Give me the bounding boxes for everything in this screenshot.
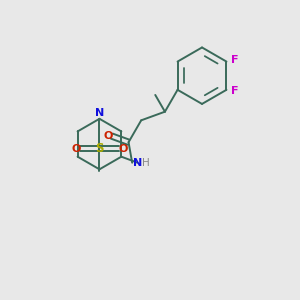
Text: F: F bbox=[231, 55, 238, 65]
Text: N: N bbox=[133, 158, 142, 168]
Text: H: H bbox=[142, 158, 149, 168]
Text: O: O bbox=[103, 131, 113, 141]
Text: N: N bbox=[95, 108, 104, 118]
Text: S: S bbox=[95, 142, 104, 155]
Text: O: O bbox=[71, 143, 80, 154]
Text: F: F bbox=[231, 86, 238, 96]
Text: O: O bbox=[118, 143, 128, 154]
